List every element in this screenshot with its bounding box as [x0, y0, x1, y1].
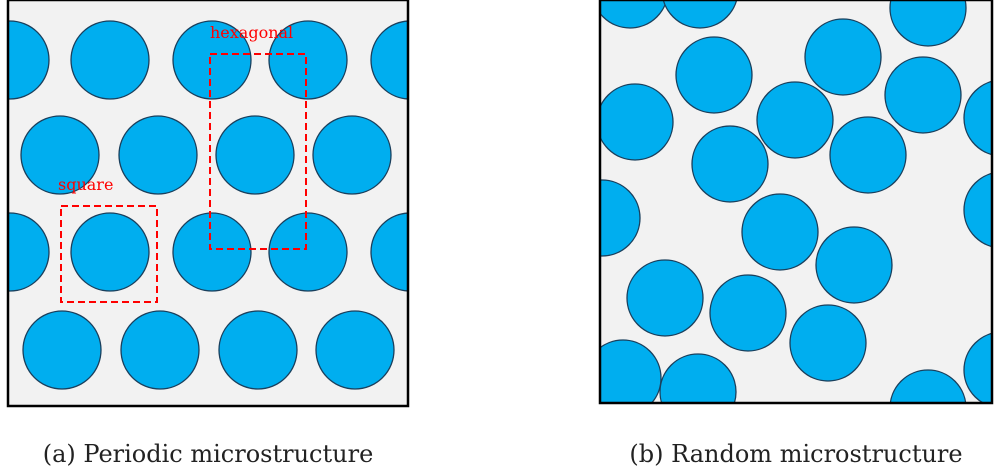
fiber-circle — [315, 310, 395, 390]
fiber-circle — [8, 212, 50, 292]
fiber-circle — [370, 20, 408, 100]
fiber-circle — [600, 339, 662, 403]
fiber-circle — [963, 80, 992, 156]
square-unit-cell-outline — [60, 205, 158, 303]
fiber-circle — [889, 369, 967, 403]
hexagonal-label: hexagonal — [210, 23, 293, 42]
fiber-circle — [268, 20, 348, 100]
hexagonal-unit-cell-outline — [209, 53, 307, 250]
fiber-circle — [691, 125, 769, 203]
fiber-circle — [889, 0, 967, 47]
fiber-group-periodic — [8, 20, 408, 390]
fiber-circle — [662, 0, 738, 29]
fiber-circle — [756, 81, 834, 159]
fiber-circle — [789, 304, 867, 382]
fiber-circle — [8, 20, 50, 100]
fiber-circle — [22, 310, 102, 390]
fiber-circle — [20, 115, 100, 195]
fiber-circle — [70, 212, 150, 292]
fiber-circle — [884, 56, 962, 134]
fiber-circle — [268, 212, 348, 292]
panel-border — [6, 0, 410, 408]
fiber-circle — [709, 274, 787, 352]
fiber-circle — [172, 212, 252, 292]
fiber-circle — [659, 353, 737, 403]
caption-periodic: (a) Periodic microstructure — [43, 440, 374, 468]
fiber-circle — [218, 310, 298, 390]
panel-random — [598, 0, 994, 405]
fiber-circle — [312, 115, 392, 195]
fiber-circle — [626, 259, 704, 337]
panel-periodic: hexagonal square — [6, 0, 410, 408]
fiber-circle — [120, 310, 200, 390]
fiber-circle — [815, 226, 893, 304]
fiber-circle — [804, 18, 882, 96]
fiber-circle — [600, 0, 668, 29]
fiber-circle — [600, 179, 641, 257]
caption-random: (b) Random microstructure — [629, 440, 962, 468]
fiber-circle — [741, 193, 819, 271]
fiber-group-random — [600, 0, 992, 403]
fiber-circle — [963, 332, 992, 403]
fiber-circle — [370, 212, 408, 292]
fiber-circle — [118, 115, 198, 195]
fiber-circle — [963, 172, 992, 248]
fiber-circle — [675, 36, 753, 114]
fiber-circle — [70, 20, 150, 100]
fiber-circle — [215, 115, 295, 195]
fiber-circle — [600, 83, 674, 161]
fiber-circle — [829, 116, 907, 194]
square-label: square — [58, 175, 113, 194]
fiber-circle — [172, 20, 252, 100]
panel-border — [598, 0, 994, 405]
